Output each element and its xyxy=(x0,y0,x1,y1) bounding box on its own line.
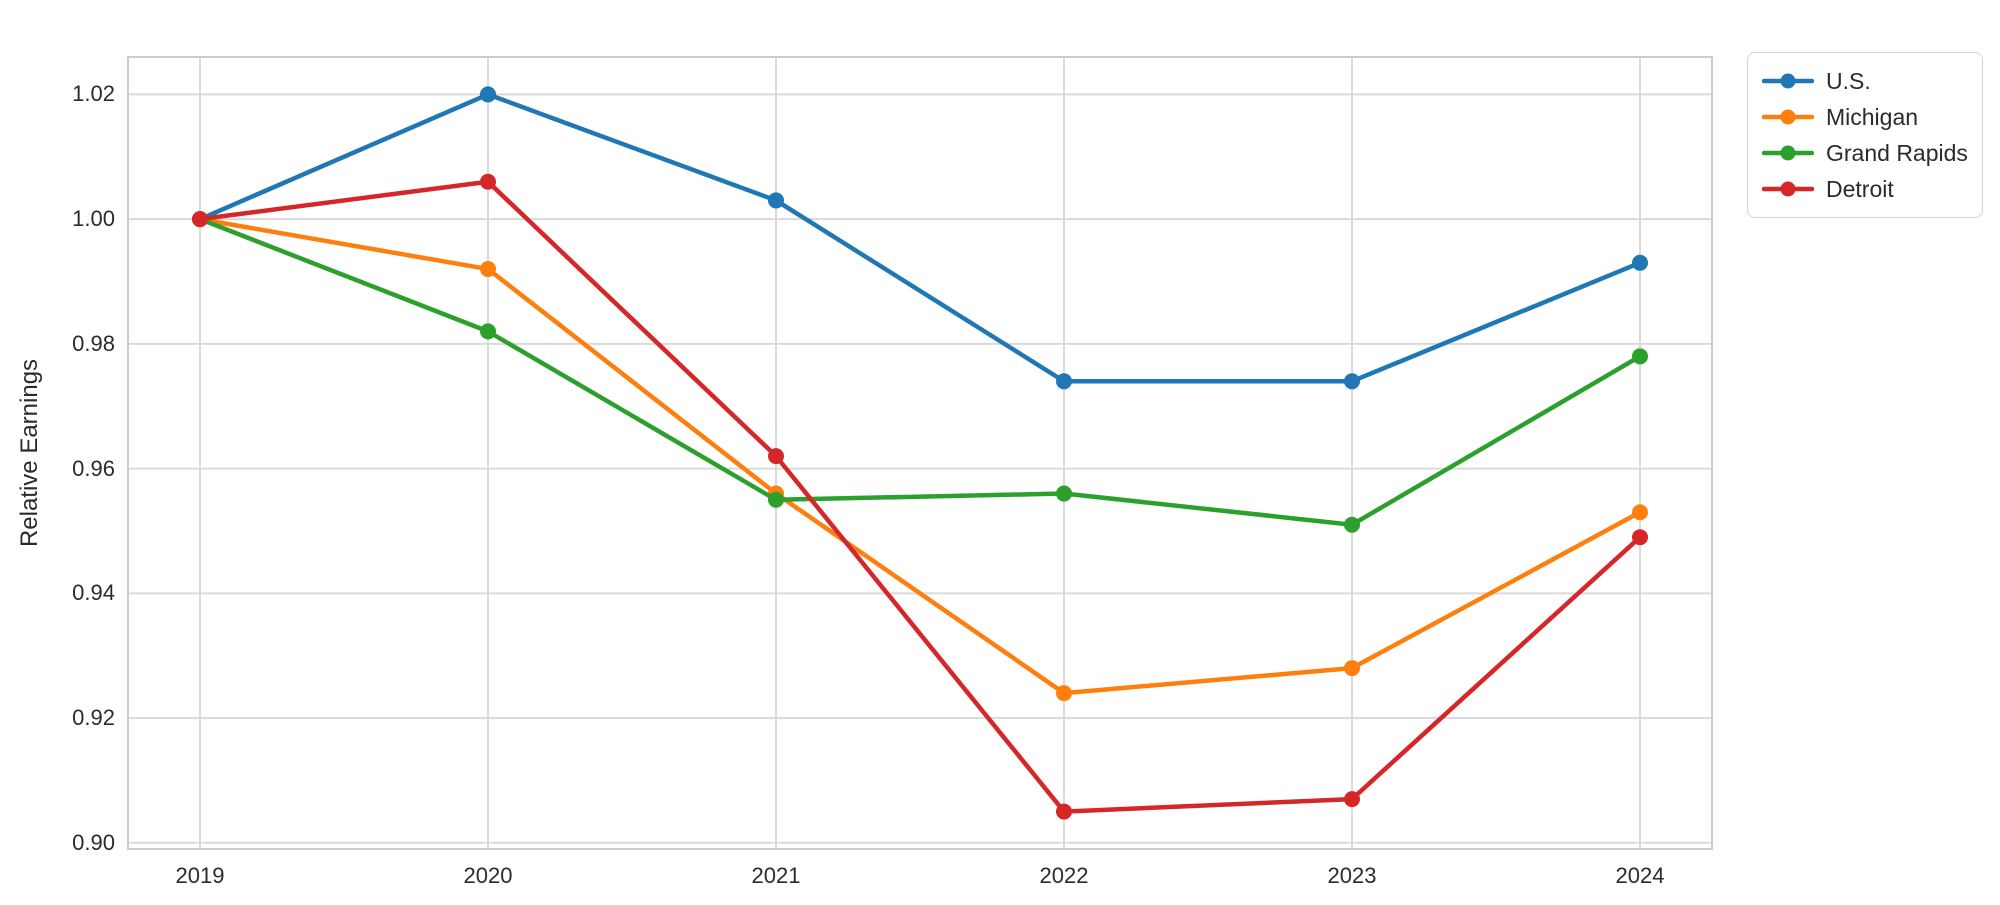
data-point-marker xyxy=(480,261,496,278)
data-point-marker xyxy=(1344,516,1360,533)
legend-item-u-s-: U.S. xyxy=(1762,63,1968,99)
series-line-grand-rapids xyxy=(197,216,1643,527)
data-point-marker xyxy=(1344,660,1360,677)
data-point-marker xyxy=(480,323,496,340)
series-line-u-s- xyxy=(197,92,1643,384)
legend-line-marker-icon xyxy=(1762,145,1814,161)
data-point-marker xyxy=(1632,504,1648,521)
y-tick-label: 1.02 xyxy=(72,81,115,107)
series-line-detroit xyxy=(197,179,1643,814)
data-point-marker xyxy=(480,173,496,190)
legend-label: Grand Rapids xyxy=(1826,139,1968,166)
x-tick-label: 2022 xyxy=(1039,863,1089,888)
y-tick-label: 0.96 xyxy=(72,455,115,481)
data-point-marker xyxy=(1344,373,1360,390)
x-tick-label: 2019 xyxy=(175,863,225,888)
legend-marker-dot xyxy=(1780,73,1796,89)
x-tick-label: 2023 xyxy=(1327,863,1377,888)
legend-marker-dot xyxy=(1780,145,1796,161)
data-point-marker xyxy=(480,86,496,103)
y-tick-label: 0.98 xyxy=(72,330,115,356)
y-tick-label: 0.90 xyxy=(72,829,115,855)
data-point-marker xyxy=(1056,803,1072,820)
data-point-marker xyxy=(192,211,208,228)
y-tick-label: 0.92 xyxy=(72,705,115,731)
legend: U.S. Michigan Grand Rapids Detroit xyxy=(1747,52,1983,218)
data-point-marker xyxy=(768,448,784,465)
data-point-marker xyxy=(1632,254,1648,271)
x-tick-label: 2021 xyxy=(751,863,801,888)
data-point-marker xyxy=(1632,348,1648,365)
x-tick-label: 2020 xyxy=(463,863,513,888)
data-point-marker xyxy=(768,491,784,508)
legend-item-michigan: Michigan xyxy=(1762,99,1968,135)
legend-item-grand-rapids: Grand Rapids xyxy=(1762,135,1968,171)
data-point-marker xyxy=(1056,485,1072,502)
legend-label: Detroit xyxy=(1826,175,1894,202)
legend-line-marker-icon xyxy=(1762,181,1814,197)
data-point-marker xyxy=(1344,791,1360,808)
legend-label: U.S. xyxy=(1826,67,1871,94)
y-tick-label: 0.94 xyxy=(72,580,115,606)
data-point-marker xyxy=(768,192,784,209)
plot-frame xyxy=(127,56,1713,850)
legend-marker-dot xyxy=(1780,181,1796,197)
legend-item-detroit: Detroit xyxy=(1762,171,1968,207)
legend-line-marker-icon xyxy=(1762,73,1814,89)
x-tick-label: 2024 xyxy=(1615,863,1665,888)
legend-marker-dot xyxy=(1780,109,1796,125)
y-axis-title: Relative Earnings xyxy=(16,358,43,548)
data-point-marker xyxy=(1056,685,1072,702)
data-point-marker xyxy=(1056,373,1072,390)
legend-label: Michigan xyxy=(1826,103,1919,130)
series-line-michigan xyxy=(197,216,1643,696)
legend-line-marker-icon xyxy=(1762,109,1814,125)
data-point-marker xyxy=(1632,529,1648,546)
y-tick-label: 1.00 xyxy=(72,206,115,232)
